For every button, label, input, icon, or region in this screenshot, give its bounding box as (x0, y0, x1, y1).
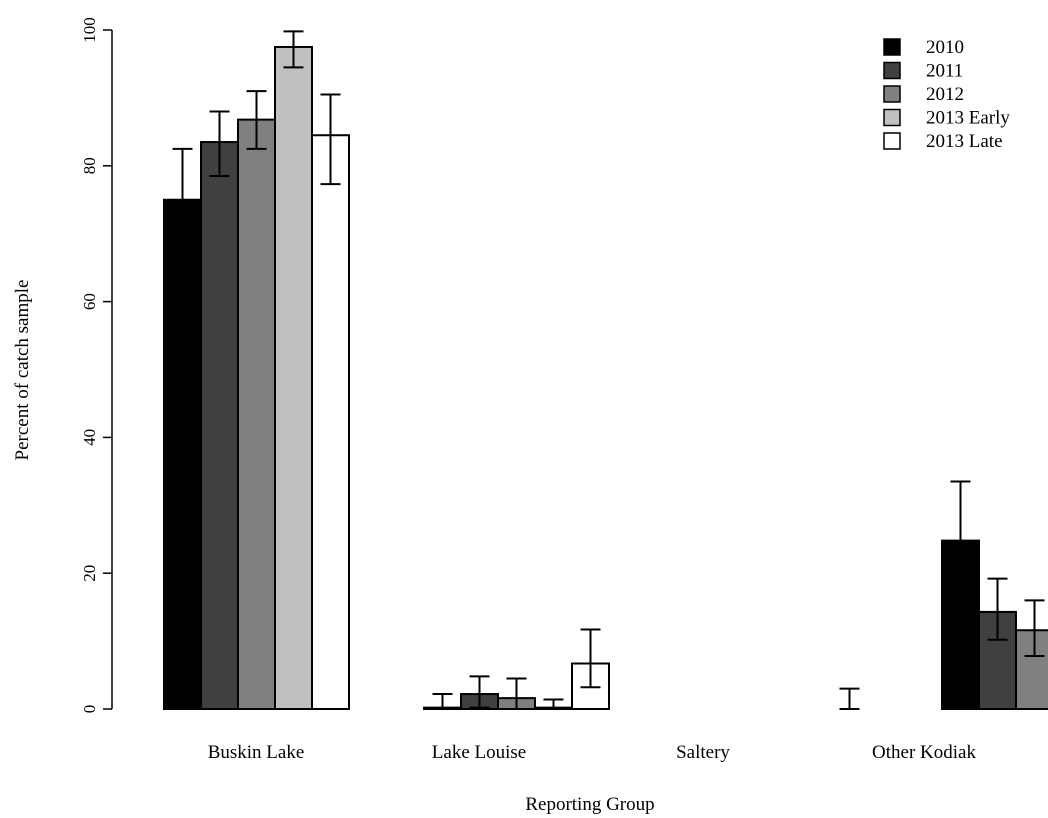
y-tick-label: 60 (80, 293, 99, 310)
y-tick-label: 40 (80, 429, 99, 446)
x-tick-label: Buskin Lake (208, 742, 305, 763)
bar (1015, 629, 1048, 711)
error-bar (172, 147, 193, 252)
error-bar (209, 110, 230, 177)
error-bar (469, 675, 490, 709)
bar (237, 118, 276, 711)
legend-label: 2010 (926, 37, 964, 58)
legend-swatch (883, 108, 901, 127)
error-bar (506, 677, 527, 710)
legend-swatch (883, 61, 901, 80)
plot-area (163, 30, 1048, 711)
x-tick-label: Lake Louise (432, 742, 526, 763)
y-tick-label: 80 (80, 157, 99, 174)
y-axis-label: Percent of catch sample (12, 280, 33, 461)
y-axis: 0 20 40 60 80 100 (80, 17, 113, 714)
y-tick-label: 0 (80, 705, 99, 714)
error-bar (580, 628, 601, 689)
error-bar (320, 93, 341, 186)
error-bar (432, 693, 453, 710)
legend-label: 2013 Late (926, 131, 1003, 152)
x-tick-label: Other Kodiak (872, 742, 976, 763)
x-tick-label: Saltery (676, 742, 730, 763)
bar (200, 141, 239, 711)
legend-swatch (883, 132, 901, 150)
bar (274, 45, 313, 711)
legend-label: 2012 (926, 84, 964, 105)
error-bar (283, 30, 304, 69)
error-bar (950, 480, 971, 598)
error-bar (839, 687, 860, 710)
legend-label: 2013 Early (926, 108, 1010, 129)
legend-label: 2011 (926, 61, 963, 82)
y-tick-label: 100 (80, 17, 99, 43)
error-bar (543, 698, 564, 710)
x-axis-label: Reporting Group (525, 794, 654, 815)
legend-swatch (883, 38, 901, 56)
error-bar (1024, 599, 1045, 658)
legend-swatch (883, 85, 901, 103)
bar (163, 198, 202, 710)
error-bar (246, 90, 267, 150)
x-axis-tick-labels: Buskin Lake Lake Louise Saltery Other Kodia… (208, 742, 977, 763)
y-tick-label: 20 (80, 565, 99, 582)
error-bar (987, 577, 1008, 641)
bar (311, 134, 350, 710)
